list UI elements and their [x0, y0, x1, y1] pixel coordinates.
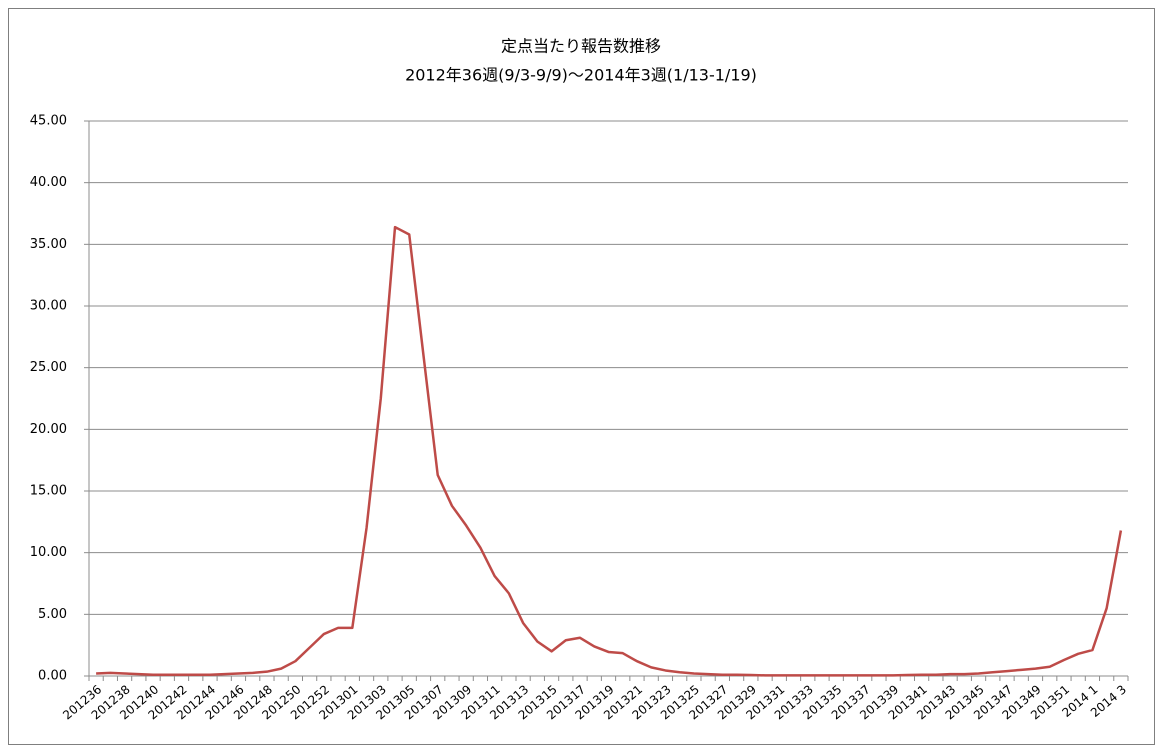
- y-tick-label: 10.00: [30, 545, 67, 560]
- y-tick-label: 30.00: [30, 299, 67, 314]
- chart-title: 定点当たり報告数推移: [501, 37, 661, 56]
- y-tick-label: 20.00: [30, 422, 67, 437]
- y-tick-label: 35.00: [30, 237, 67, 252]
- y-tick-label: 0.00: [38, 669, 67, 684]
- data-line: [96, 225, 1123, 677]
- y-tick-label: 45.00: [30, 114, 67, 129]
- y-tick-label: 15.00: [30, 484, 67, 499]
- y-tick-label: 25.00: [30, 360, 67, 375]
- y-tick-label: 40.00: [30, 175, 67, 190]
- chart-border: [8, 8, 1155, 745]
- y-tick-label: 5.00: [38, 607, 67, 622]
- chart-subtitle: 2012年36週(9/3-9/9)～2014年3週(1/13-1/19): [405, 66, 757, 85]
